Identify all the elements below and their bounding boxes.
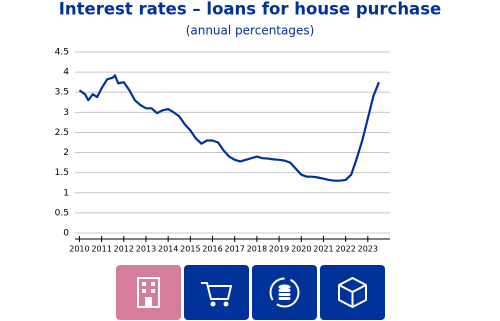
chart-subtitle: (annual percentages) [186,24,315,38]
y-tick-label: 1.5 [55,168,69,178]
cart-icon [201,282,233,307]
y-tick-label: 3.5 [55,88,69,98]
box-button[interactable] [320,265,385,320]
y-tick-label: 3 [63,108,69,118]
y-tick-label: 0 [63,229,69,239]
x-tick-label: 2015 [180,245,200,254]
cart-button[interactable] [184,265,249,320]
x-tick-label: 2021 [313,245,333,254]
data-line [78,74,380,182]
y-tick-label: 4 [63,68,69,78]
y-tick-label: 4.5 [55,48,69,58]
coins-button[interactable] [252,265,317,320]
x-tick-label: 2012 [114,245,134,254]
x-tick-label: 2020 [291,245,311,254]
x-tick-label: 2022 [335,245,355,254]
x-tick-label: 2023 [358,245,378,254]
x-tick-label: 2018 [247,245,267,254]
x-tick-label: 2013 [136,245,156,254]
y-tick-label: 1 [63,188,69,198]
x-tick-label: 2019 [269,245,289,254]
y-tick-label: 2.5 [55,128,69,138]
x-tick-label: 2011 [91,245,111,254]
chart-title: Interest rates – loans for house purchas… [59,0,441,19]
x-tick-label: 2016 [202,245,222,254]
building-icon [137,277,160,308]
chart: Interest rates – loans for house purchas… [55,0,442,254]
coins-icon [269,277,300,308]
box-icon [338,277,367,308]
y-tick-label: 2 [63,148,69,158]
y-tick-label: 0.5 [55,208,69,218]
x-tick-label: 2017 [225,245,245,254]
x-tick-label: 2010 [69,245,89,254]
building-button[interactable] [116,265,181,320]
x-tick-label: 2014 [158,245,178,254]
